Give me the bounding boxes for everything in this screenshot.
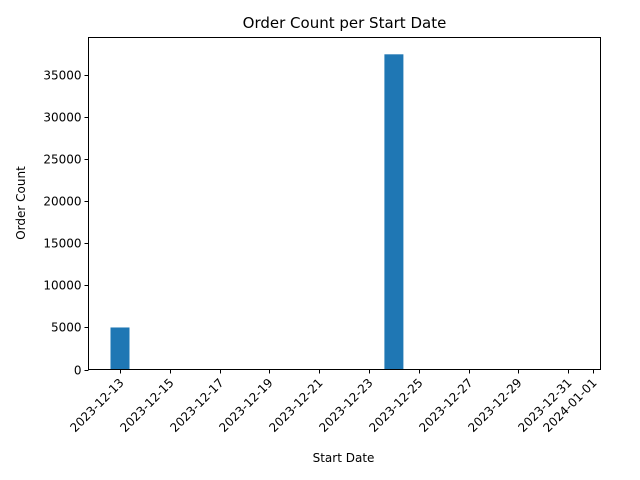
y-axis-label: Order Count [14,166,28,240]
bars-layer [110,54,404,370]
y-tick-label: 35000 [43,69,81,83]
bar-2023-12-24 [384,54,404,370]
y-tick-label: 5000 [51,321,82,335]
plot-frame [88,37,601,370]
y-tick-label: 0 [74,364,82,378]
y-tick-label: 20000 [43,195,81,209]
y-tick-label: 10000 [43,279,81,293]
bar-2023-12-13 [110,327,130,370]
y-tick-label: 15000 [43,237,81,251]
chart-title: Order Count per Start Date [243,14,447,32]
y-tick-label: 30000 [43,111,81,125]
y-axis: 0 5000 10000 15000 20000 25000 30000 35000 [43,69,89,378]
y-tick-label: 25000 [43,153,81,167]
x-axis-label: Start Date [313,451,375,465]
